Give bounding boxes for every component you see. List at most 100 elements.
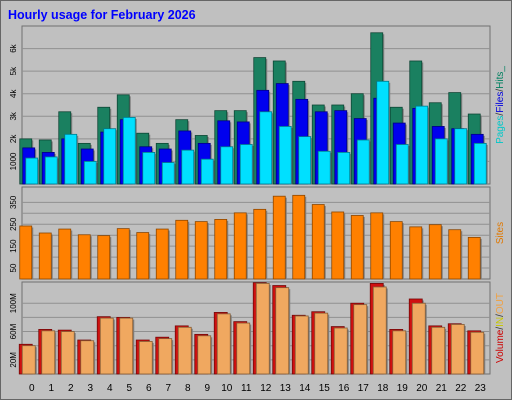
bar-out [21,345,36,375]
bar-pages [239,144,253,185]
bar-pages [298,136,312,185]
bar-sites [38,232,52,280]
bar-out [216,313,231,375]
y-tick-label: 100M [9,293,18,313]
bar-sites [136,232,150,280]
bar-pages [454,128,468,185]
bar-out [60,331,75,375]
y-axis-label-part: Sites [495,222,506,244]
bar-pages [83,161,97,185]
y-axis-label-part: Hits_ [495,66,506,89]
bar-out [392,330,407,375]
bar-pages [337,151,351,185]
bar-pages [142,151,156,185]
bar-out [138,341,153,375]
bar-pages [25,157,39,185]
bar-pages [259,111,273,185]
bar-pages [44,156,58,185]
bar-out [314,312,329,375]
bar-out [177,326,192,375]
bar-pages [103,128,117,185]
x-tick-label: 15 [319,383,331,394]
bar-pages [200,158,214,185]
x-tick-label: 21 [436,383,448,394]
bar-sites [214,219,228,280]
bar-pages [161,162,175,185]
bar-out [294,315,309,375]
x-tick-label: 11 [241,383,252,394]
x-tick-label: 20 [416,383,428,394]
bar-sites [77,234,91,280]
chart-title: Hourly usage for February 2026 [8,8,196,22]
bar-pages [278,126,292,185]
x-tick-label: 2 [68,383,74,394]
bar-sites [116,228,130,280]
y-tick-label: 250 [9,217,18,231]
bar-sites [175,219,189,280]
bar-out [333,327,348,375]
bar-out [275,287,290,375]
x-tick-label: 5 [126,383,132,394]
y-tick-label: 6k [9,43,18,52]
bar-out [41,330,56,375]
y-tick-label: 60M [9,323,18,339]
y-tick-label: 350 [9,195,18,209]
x-tick-label: 9 [204,383,210,394]
y-tick-label: 50 [9,263,18,272]
x-tick-label: 7 [165,383,171,394]
y-tick-label: 1000 [9,152,18,170]
bar-out [197,335,212,375]
x-tick-label: 10 [221,383,233,394]
bar-out [236,322,251,375]
bar-out [158,338,173,375]
y-axis-label-part: Pages [495,116,506,144]
y-axis-label: Sites [495,222,506,244]
y-axis-label-part: / [495,89,506,92]
x-tick-label: 3 [87,383,93,394]
bar-sites [194,221,208,280]
bar-sites [331,211,345,280]
x-tick-label: 22 [455,383,467,394]
bar-out [470,331,485,375]
x-tick-label: 17 [358,383,370,394]
x-tick-label: 4 [107,383,113,394]
x-tick-label: 8 [185,383,191,394]
bar-sites [428,224,442,280]
bar-sites [467,236,481,280]
bar-pages [376,80,390,185]
bar-sites [58,228,72,280]
panel-sites: 50 150 250 350 Sites [9,186,506,280]
y-tick-label: 3k [9,111,18,120]
y-tick-label: 4k [9,88,18,97]
y-axis-label-part: Volume [495,329,506,363]
x-tick-label: 12 [260,383,272,394]
bar-pages [122,117,136,185]
bar-sites [97,235,111,280]
x-tick-label: 6 [146,383,152,394]
y-tick-label: 150 [9,239,18,253]
bar-sites [409,226,423,280]
bar-pages [356,139,370,185]
bar-sites [311,204,325,280]
bar-sites [389,221,403,280]
bar-pages [317,150,331,185]
y-tick-label: 5k [9,66,18,75]
y-axis-label-part: / [495,314,506,317]
y-axis-label: Volume/IN/OUT [495,293,506,363]
y-axis-label-part: OUT [495,293,506,314]
bar-sites [233,212,247,280]
bar-pages [181,149,195,185]
bar-sites [272,195,286,280]
y-axis-label-part: Files [495,92,506,113]
x-tick-label: 18 [377,383,389,394]
y-tick-label: 20M [9,352,18,368]
bar-sites [292,194,306,280]
bar-pages [473,142,487,185]
x-tick-label: 14 [299,383,311,394]
bar-sites [350,215,364,280]
bar-out [372,286,387,375]
bar-pages [434,138,448,185]
